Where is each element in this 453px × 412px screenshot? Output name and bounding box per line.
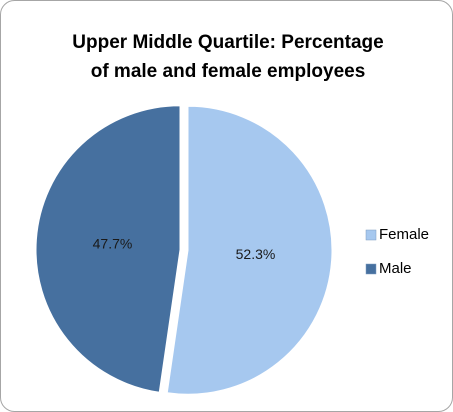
legend-label: Female — [379, 226, 429, 243]
legend-swatch — [365, 229, 377, 241]
value-label: 47.7% — [93, 236, 133, 252]
legend-label: Male — [379, 260, 412, 277]
pie-slice — [35, 105, 181, 393]
chart-title: of male and female employees — [91, 61, 366, 82]
chart-title: Upper Middle Quartile: Percentage — [72, 32, 383, 53]
value-label: 52.3% — [236, 246, 276, 262]
pie-slice — [166, 105, 333, 395]
legend-swatch — [365, 263, 377, 275]
